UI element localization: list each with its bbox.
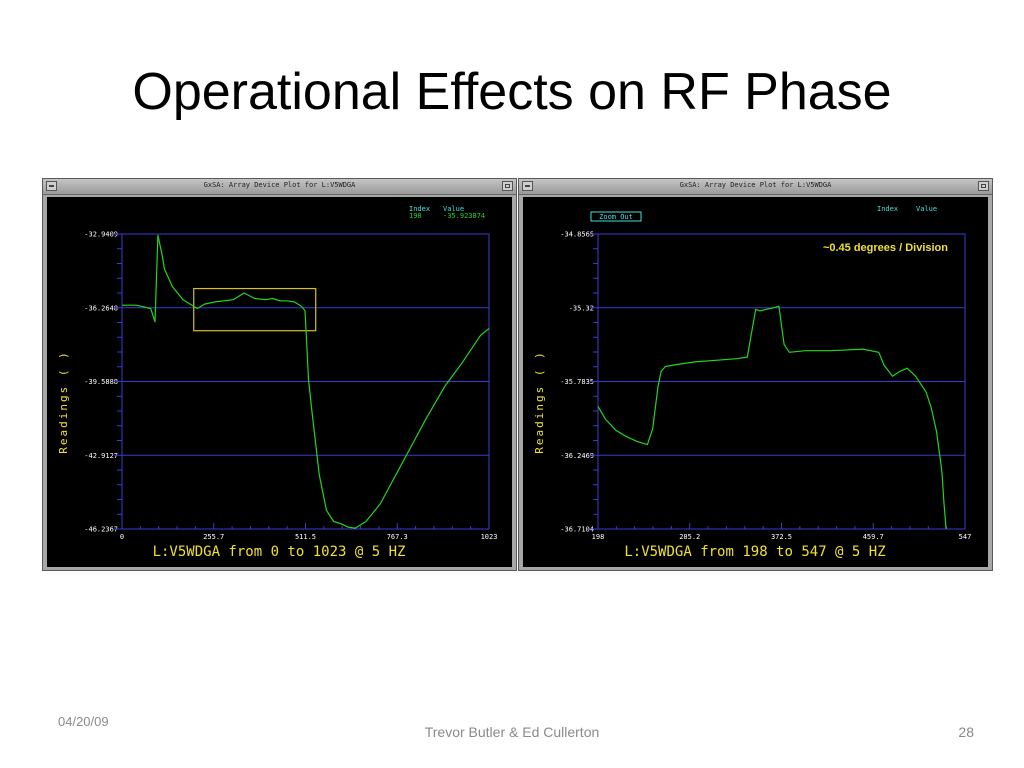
header-value-label: Value	[916, 205, 937, 213]
page-number: 28	[958, 724, 974, 740]
right-y-tick-label: -35.32	[569, 304, 594, 312]
left-y-tick-label: -36.2648	[84, 304, 118, 312]
right-x-tick-label: 459.7	[863, 533, 884, 541]
right-x-tick-label: 285.2	[679, 533, 700, 541]
maximize-icon[interactable]	[978, 181, 989, 191]
right-x-tick-label: 372.5	[771, 533, 792, 541]
right-series-line	[597, 305, 947, 529]
right-x-tick-label: 198	[592, 533, 605, 541]
right-window-titlebar[interactable]: GxSA: Array Device Plot for L:V5WDGA	[519, 179, 992, 195]
left-x-tick-label: 1023	[481, 533, 498, 541]
right-y-tick-label: -36.7104	[560, 526, 594, 534]
y-axis-label: Readings ( )	[533, 350, 546, 453]
window-menu-icon[interactable]	[522, 181, 533, 191]
left-y-tick-label: -39.5888	[84, 378, 118, 386]
maximize-icon[interactable]	[502, 181, 513, 191]
scale-annotation: ~0.45 degrees / Division	[823, 242, 948, 254]
left-plot-window[interactable]: GxSA: Array Device Plot for L:V5WDGA -32…	[42, 178, 517, 571]
y-axis-label: Readings ( )	[57, 350, 70, 453]
left-plot-area[interactable]: -32.9409 -36.2648 -39.5888 -42.9127 -46.2367…	[47, 197, 512, 567]
right-y-tick-label: -34.8565	[560, 231, 594, 239]
right-window-title: GxSA: Array Device Plot for L:V5WDGA	[679, 181, 832, 189]
header-value-label: Value	[443, 205, 464, 213]
zoom-out-label: Zoom Out	[599, 213, 633, 221]
slide-title: Operational Effects on RF Phase	[132, 63, 892, 121]
plot-caption: L:V5WDGA from 0 to 1023 @ 5 HZ	[153, 544, 406, 560]
header-index-value: 198	[409, 212, 422, 220]
left-y-tick-label: -32.9409	[84, 231, 118, 239]
right-chart: -34.8565 -35.32 -35.7835 -36.2469 -36.710419…	[533, 205, 972, 560]
left-x-tick-label: 511.5	[295, 533, 316, 541]
left-window-title: GxSA: Array Device Plot for L:V5WDGA	[203, 181, 356, 189]
left-y-tick-label: -42.9127	[84, 452, 118, 460]
right-y-tick-label: -36.2469	[560, 452, 594, 460]
footer-date: 04/20/09	[58, 714, 109, 729]
right-y-tick-label: -35.7835	[560, 378, 594, 386]
footer-authors: Trevor Butler & Ed Cullerton	[424, 724, 600, 740]
plot-caption: L:V5WDGA from 198 to 547 @ 5 HZ	[624, 544, 885, 560]
right-plot-area[interactable]: -34.8565 -35.32 -35.7835 -36.2469 -36.7104 19…	[523, 197, 988, 567]
left-window-titlebar[interactable]: GxSA: Array Device Plot for L:V5WDGA	[43, 179, 516, 195]
left-y-tick-label: -46.2367	[84, 526, 118, 534]
right-plot-window[interactable]: GxSA: Array Device Plot for L:V5WDGA -34…	[518, 178, 993, 571]
left-zoom-region-box	[193, 287, 317, 332]
header-index-label: Index	[409, 205, 430, 213]
window-menu-icon[interactable]	[46, 181, 57, 191]
left-x-tick-label: 255.7	[203, 533, 224, 541]
zoom-out-button[interactable]: Zoom Out	[590, 211, 642, 222]
header-index-label: Index	[877, 205, 898, 213]
left-x-tick-label: 767.3	[387, 533, 408, 541]
header-value-value: -35.923874	[443, 212, 485, 220]
left-series-line	[122, 234, 490, 529]
left-chart: -32.9409 -36.2648 -39.5888 -42.9127 -46.2367…	[57, 205, 498, 560]
right-x-tick-label: 547	[959, 533, 972, 541]
left-x-tick-label: 0	[120, 533, 124, 541]
